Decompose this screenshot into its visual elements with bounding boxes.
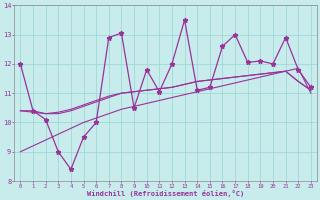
X-axis label: Windchill (Refroidissement éolien,°C): Windchill (Refroidissement éolien,°C) <box>87 190 244 197</box>
